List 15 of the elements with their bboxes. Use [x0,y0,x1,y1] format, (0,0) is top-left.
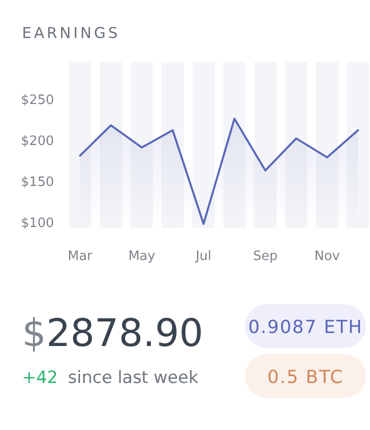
chart-title: EARNINGS [22,24,120,42]
text: $2878.90 [22,311,204,355]
x-tick-label: Mar [68,249,93,264]
text: +42 [22,368,58,388]
y-tick-label: $100 [20,216,54,232]
x-tick-label: Jul [194,249,212,264]
y-tick-label: $250 [20,92,54,108]
text: since last week [68,368,198,388]
y-tick-label: $150 [20,175,54,190]
x-tick-label: Nov [314,249,340,264]
x-tick-label: May [128,249,156,264]
text: 0.9087 ETH [248,317,363,338]
x-tick-label: Sep [253,249,278,264]
y-tick-label: $200 [20,134,54,150]
text: 0.5 BTC [267,367,344,388]
